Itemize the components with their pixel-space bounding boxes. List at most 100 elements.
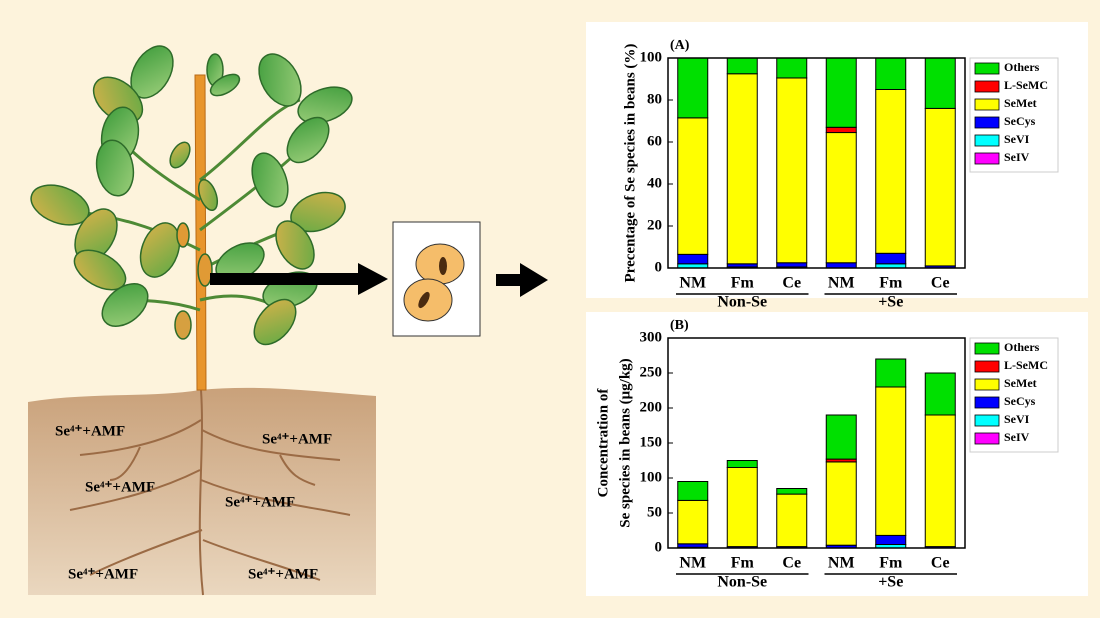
soil-label: Se⁴⁺+AMF	[55, 423, 125, 439]
x-tick-label: NM	[828, 275, 855, 292]
legend-swatch	[974, 116, 1000, 129]
bar-segment	[875, 89, 907, 254]
y-tick-label: 150	[640, 434, 663, 450]
bar-segment	[677, 117, 709, 255]
x-tick-label: Fm	[879, 555, 903, 572]
bar-segment	[776, 77, 808, 264]
x-tick-label: Ce	[782, 275, 801, 292]
bar-segment	[825, 57, 857, 128]
x-tick-label: Ce	[931, 555, 950, 572]
bar-segment	[726, 57, 758, 75]
arrows	[210, 263, 548, 297]
bar-segment	[677, 57, 709, 119]
bar-segment	[875, 57, 907, 90]
legend-swatch	[974, 342, 1000, 355]
y-axis-label: Concentration of	[595, 388, 611, 498]
soil	[28, 387, 376, 595]
bar-segment	[776, 488, 808, 495]
bar-segment	[726, 73, 758, 265]
bar-segment	[924, 57, 956, 109]
soil-label: Se⁴⁺+AMF	[68, 566, 138, 582]
y-tick-label: 100	[640, 49, 663, 65]
y-axis-label: Se species in beans (μg/kg)	[617, 358, 633, 527]
x-tick-label: Fm	[731, 275, 755, 292]
legend-label: SeMet	[1004, 96, 1037, 110]
y-tick-label: 80	[647, 91, 662, 107]
legend-swatch	[974, 378, 1000, 391]
x-tick-label: NM	[828, 555, 855, 572]
bar-segment	[776, 57, 808, 79]
legend-label: Others	[1004, 60, 1040, 74]
legend-label: SeIV	[1004, 150, 1030, 164]
legend-swatch	[974, 98, 1000, 111]
roots	[69, 389, 351, 596]
bar-segment	[776, 493, 808, 548]
legend-label: L-SeMC	[1004, 78, 1048, 92]
bar-segment	[677, 543, 709, 548]
bar-segment	[825, 126, 857, 134]
bar-segment	[875, 386, 907, 536]
plant	[30, 45, 353, 391]
legend-swatch	[974, 360, 1000, 373]
bar-segment	[776, 262, 808, 268]
group-label: Non-Se	[717, 574, 767, 591]
bar-segment	[677, 499, 709, 545]
y-tick-label: 100	[640, 469, 663, 485]
bar-segment	[825, 461, 857, 546]
x-tick-label: Fm	[731, 555, 755, 572]
bean-box	[392, 221, 481, 337]
legend-swatch	[974, 432, 1000, 445]
bar-segment	[825, 132, 857, 264]
plot-frame	[667, 57, 966, 269]
soil-label: Se⁴⁺+AMF	[262, 431, 332, 447]
legend-label: SeCys	[1004, 394, 1036, 408]
panel-label: (A)	[670, 38, 690, 53]
x-tick-label: NM	[679, 555, 706, 572]
legend-swatch	[974, 80, 1000, 93]
legend-label: L-SeMC	[1004, 358, 1048, 372]
group-label: +Se	[878, 294, 903, 311]
legend-label: Others	[1004, 340, 1040, 354]
group-label: +Se	[878, 574, 903, 591]
bar-segment	[875, 358, 907, 388]
x-tick-label: Ce	[931, 275, 950, 292]
y-tick-label: 250	[640, 364, 663, 380]
bar-segment	[726, 467, 758, 548]
bar-segment	[726, 460, 758, 468]
y-axis-label: Precentage of Se species in beans (%)	[622, 44, 638, 283]
legend-label: SeVI	[1004, 412, 1030, 426]
bar-segment	[924, 414, 956, 548]
bar-segment	[825, 414, 857, 460]
soil-label: Se⁴⁺+AMF	[85, 479, 155, 495]
bar-segment	[677, 253, 709, 265]
legend-swatch	[974, 134, 1000, 147]
legend-label: SeIV	[1004, 430, 1030, 444]
soil-label: Se⁴⁺+AMF	[225, 494, 295, 510]
y-tick-label: 60	[647, 133, 662, 149]
soil-label: Se⁴⁺+AMF	[248, 566, 318, 582]
legend-label: SeMet	[1004, 376, 1037, 390]
legend-swatch	[974, 396, 1000, 409]
y-tick-label: 300	[640, 329, 663, 345]
x-tick-label: NM	[679, 275, 706, 292]
bar-segment	[875, 534, 907, 546]
y-tick-label: 0	[655, 259, 663, 275]
legend-swatch	[974, 414, 1000, 427]
y-tick-label: 20	[647, 217, 662, 233]
x-tick-label: Fm	[879, 275, 903, 292]
plot-frame	[667, 337, 966, 549]
legend-swatch	[974, 62, 1000, 75]
x-tick-label: Ce	[782, 555, 801, 572]
y-tick-label: 200	[640, 399, 663, 415]
y-tick-label: 40	[647, 175, 662, 191]
legend-swatch	[974, 152, 1000, 165]
bar-segment	[924, 107, 956, 267]
bar-segment	[825, 262, 857, 269]
bar-segment	[924, 372, 956, 416]
legend-label: SeVI	[1004, 132, 1030, 146]
y-tick-label: 50	[647, 504, 662, 520]
bar-segment	[677, 481, 709, 501]
panel-label: (B)	[670, 318, 689, 333]
y-tick-label: 0	[655, 539, 663, 555]
